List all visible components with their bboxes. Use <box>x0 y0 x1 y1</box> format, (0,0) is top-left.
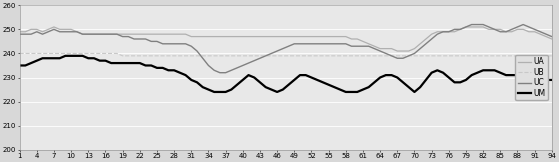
UB <box>423 55 429 57</box>
UB <box>119 55 126 57</box>
UM <box>548 79 555 81</box>
Line: UM: UM <box>20 56 552 92</box>
Line: UC: UC <box>20 24 552 73</box>
UC <box>216 72 223 74</box>
UC <box>468 23 475 25</box>
UC <box>154 40 160 42</box>
UA <box>228 36 235 38</box>
UM <box>211 91 217 93</box>
UB <box>245 55 252 57</box>
UC <box>228 69 235 71</box>
Legend: UA, UB, UC, UM: UA, UB, UC, UM <box>515 55 548 100</box>
UA <box>394 50 401 52</box>
UC <box>343 43 349 45</box>
UB <box>159 55 166 57</box>
UC <box>245 62 252 64</box>
UC <box>108 33 115 35</box>
UA <box>51 26 58 28</box>
UA <box>113 33 120 35</box>
UA <box>159 33 166 35</box>
UC <box>548 36 555 38</box>
UM <box>16 64 23 66</box>
UC <box>423 43 429 45</box>
UB <box>16 52 23 54</box>
UM <box>62 55 69 57</box>
UM <box>251 76 258 78</box>
UM <box>159 67 166 69</box>
UM <box>428 72 435 74</box>
Line: UA: UA <box>20 27 552 51</box>
UA <box>16 31 23 33</box>
UA <box>245 36 252 38</box>
UB <box>343 55 349 57</box>
UA <box>428 33 435 35</box>
UB <box>228 55 235 57</box>
UM <box>113 62 120 64</box>
UC <box>16 33 23 35</box>
UB <box>548 55 555 57</box>
UA <box>343 36 349 38</box>
UA <box>548 38 555 40</box>
UM <box>234 84 240 86</box>
Line: UB: UB <box>20 53 552 56</box>
UB <box>108 52 115 54</box>
UM <box>348 91 355 93</box>
